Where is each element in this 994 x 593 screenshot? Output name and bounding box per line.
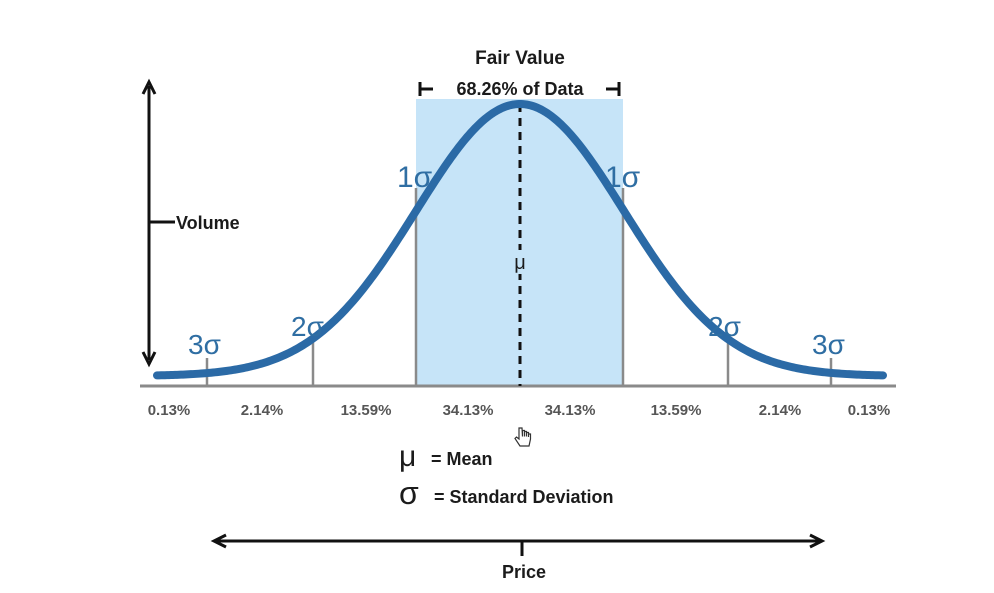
fair-value-title: Fair Value [475, 48, 565, 69]
legend-mean-symbol: μ [399, 440, 416, 473]
bell-curve [153, 100, 887, 380]
legend-mean-text: = Mean [431, 449, 493, 469]
sigma-label-left-1: 1σ [397, 161, 433, 194]
sigma-label-left-2: 2σ [291, 311, 324, 342]
sigma-label-left-3: 3σ [188, 329, 221, 360]
data-range-bracket [418, 82, 621, 96]
sigma-label-right-2: 2σ [708, 311, 741, 342]
pct-label: 0.13% [848, 402, 891, 419]
hand-cursor-icon [514, 427, 532, 447]
price-axis [210, 533, 826, 556]
pct-label: 13.59% [651, 402, 702, 419]
price-label: Price [502, 562, 546, 582]
legend-sd-text: = Standard Deviation [434, 487, 614, 507]
pct-label: 34.13% [443, 402, 494, 419]
data-range-label: 68.26% of Data [456, 79, 584, 99]
sigma-label-right-1: 1σ [605, 161, 641, 194]
sigma-label-right-3: 3σ [812, 329, 845, 360]
legend-sd-symbol: σ [399, 475, 419, 511]
pct-label: 13.59% [341, 402, 392, 419]
mean-symbol: μ [514, 252, 526, 274]
pct-label: 2.14% [759, 402, 802, 419]
pct-label: 2.14% [241, 402, 284, 419]
mean-symbol-bg [511, 250, 529, 274]
pct-label: 0.13% [148, 402, 191, 419]
pct-label: 34.13% [545, 402, 596, 419]
volume-label: Volume [176, 213, 240, 233]
volume-axis [141, 78, 175, 368]
